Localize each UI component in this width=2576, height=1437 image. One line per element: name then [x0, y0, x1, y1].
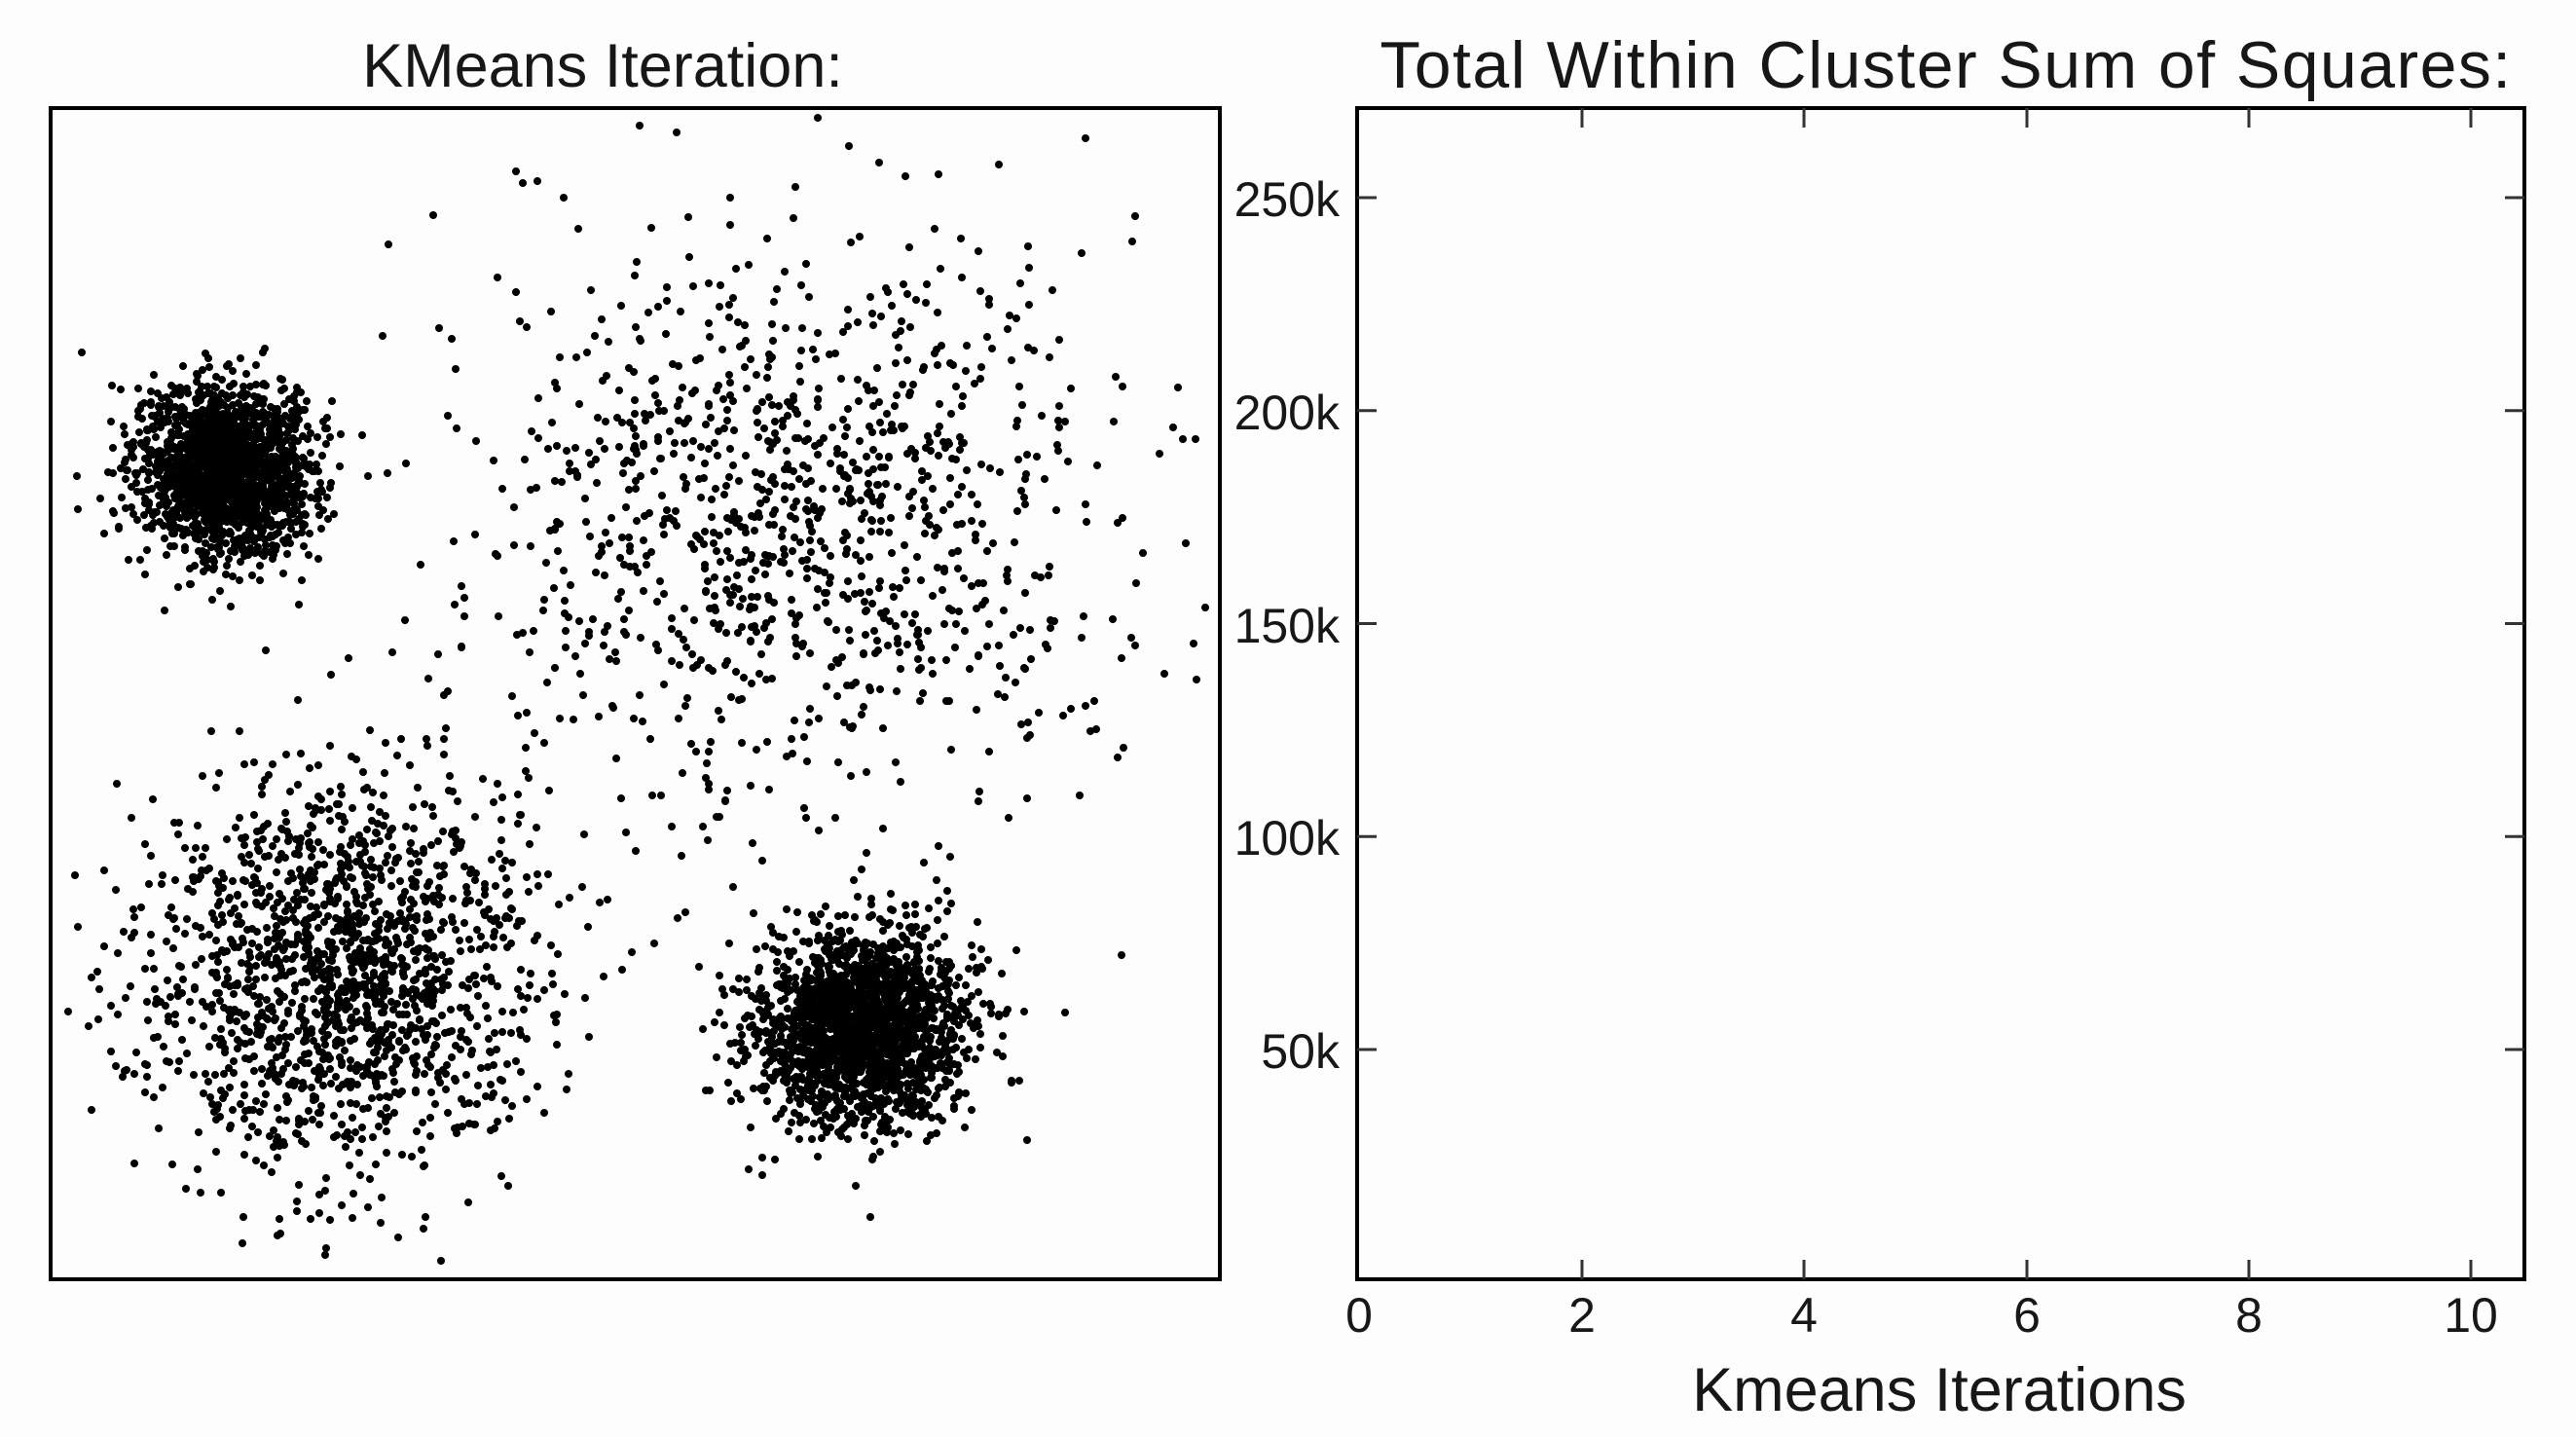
svg-text:4: 4 — [1790, 1288, 1818, 1343]
svg-text:50k: 50k — [1261, 1024, 1341, 1079]
svg-text:250k: 250k — [1234, 172, 1341, 227]
svg-text:10: 10 — [2444, 1288, 2498, 1343]
svg-text:100k: 100k — [1234, 811, 1341, 866]
svg-text:8: 8 — [2235, 1288, 2263, 1343]
svg-text:Total Within Cluster Sum of Sq: Total Within Cluster Sum of Squares: — [1380, 28, 2512, 102]
svg-text:200k: 200k — [1234, 386, 1341, 440]
svg-text:0: 0 — [1345, 1288, 1373, 1343]
svg-text:KMeans Iteration:: KMeans Iteration: — [362, 32, 843, 100]
svg-text:6: 6 — [2013, 1288, 2041, 1343]
svg-text:2: 2 — [1568, 1288, 1596, 1343]
svg-text:Kmeans Iterations: Kmeans Iterations — [1692, 1356, 2187, 1424]
svg-text:150k: 150k — [1234, 599, 1341, 653]
